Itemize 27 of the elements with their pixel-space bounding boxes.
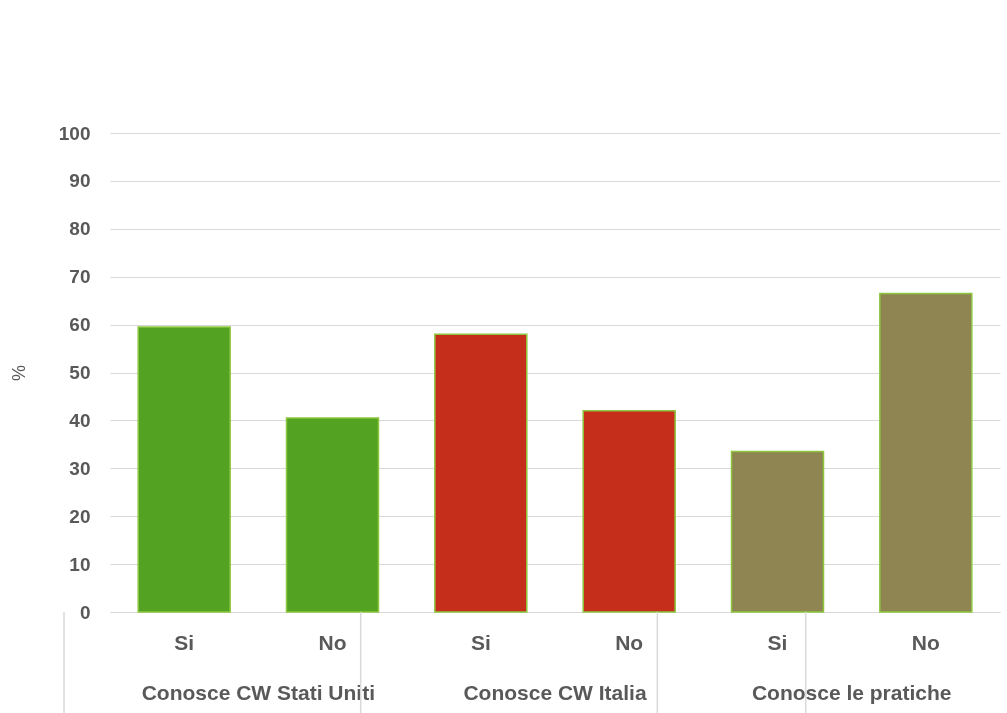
x-tick-label: No [615,630,644,654]
x-tick-label: Si [470,630,491,654]
y-tick-label: 10 [69,553,91,575]
y-tick-label: 100 [58,122,91,144]
bar [730,450,825,613]
text: Conosce CW Stati Uniti [141,681,376,704]
x-tick-label: Si [174,630,195,654]
y-tick-label: 60 [69,314,91,336]
text: Conosce CW Italia [463,681,647,704]
y-tick-label: 70 [69,266,91,288]
y-tick-label: 20 [69,505,91,527]
y-tick-label: 80 [69,218,91,240]
y-tick-label: 40 [69,409,91,431]
y-tick-label: 30 [69,457,91,479]
text: Conosce le pratiche [751,681,952,704]
bar [137,326,231,613]
bar [879,292,973,613]
x-tick-label: No [318,630,347,654]
y-tick-label: 90 [69,170,91,192]
y-tick-label: 50 [69,362,91,383]
x-tick-label: No [911,630,940,654]
bar [582,410,676,613]
bar [434,333,528,613]
bar [285,417,380,613]
x-tick-label: Si [767,630,788,654]
y-axis-title: % [8,364,29,382]
y-tick-label: 0 [79,601,91,623]
